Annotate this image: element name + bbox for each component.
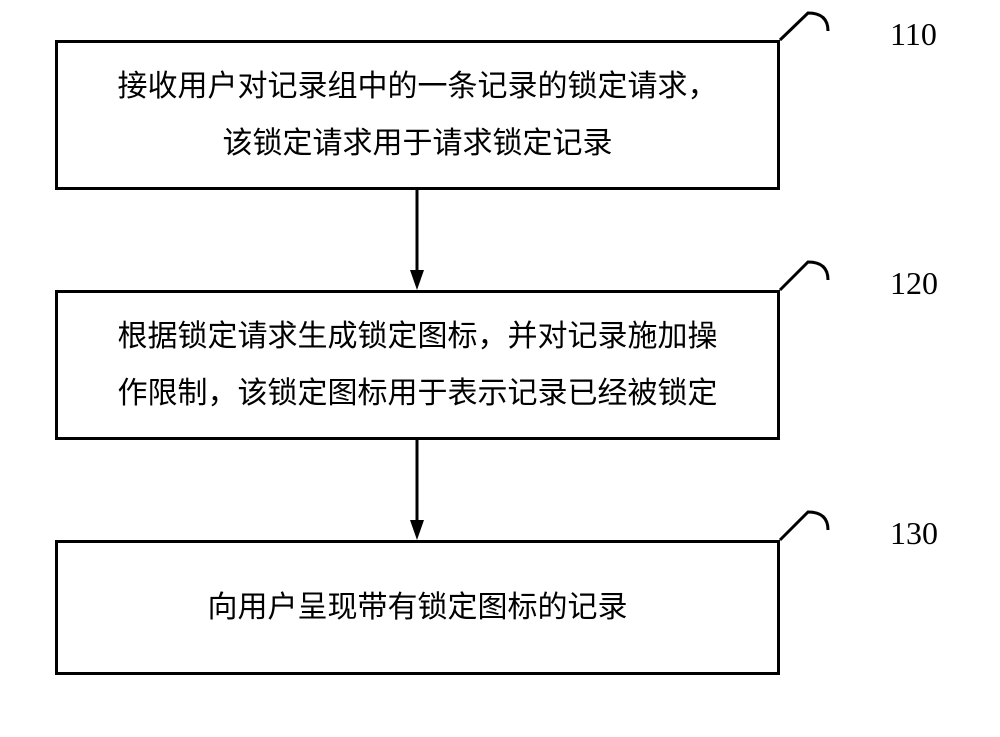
flowchart-step-3-text: 向用户呈现带有锁定图标的记录 — [208, 579, 628, 636]
flowchart-step-1-number: 110 — [890, 16, 937, 53]
flowchart-step-2: 根据锁定请求生成锁定图标，并对记录施加操 作限制，该锁定图标用于表示记录已经被锁… — [55, 290, 780, 440]
flowchart-step-1-text: 接收用户对记录组中的一条记录的锁定请求， 该锁定请求用于请求锁定记录 — [118, 58, 718, 172]
flowchart-step-3: 向用户呈现带有锁定图标的记录 — [55, 540, 780, 675]
flowchart-step-2-text: 根据锁定请求生成锁定图标，并对记录施加操 作限制，该锁定图标用于表示记录已经被锁… — [118, 308, 718, 422]
flowchart-step-2-number: 120 — [890, 265, 938, 302]
flowchart-step-3-number: 130 — [890, 515, 938, 552]
flowchart-step-1: 接收用户对记录组中的一条记录的锁定请求， 该锁定请求用于请求锁定记录 — [55, 40, 780, 190]
flowchart-canvas: 接收用户对记录组中的一条记录的锁定请求， 该锁定请求用于请求锁定记录 根据锁定请… — [0, 0, 1000, 737]
